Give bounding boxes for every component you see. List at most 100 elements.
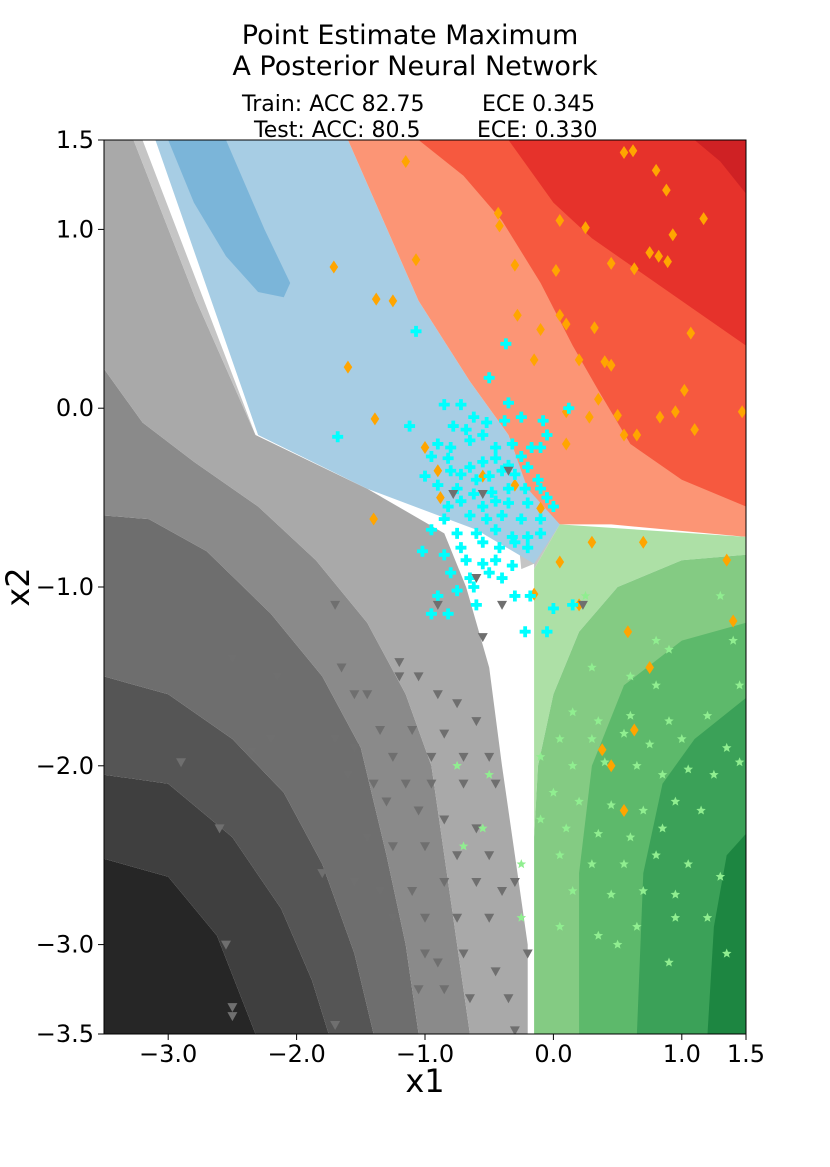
point-cyan [500, 338, 512, 350]
point-green [709, 769, 719, 779]
x-tick-label: 1.0 [663, 1040, 701, 1068]
region-green-level-5 [707, 833, 746, 1034]
point-green [702, 710, 713, 720]
point-orange [594, 392, 603, 406]
train-ece: ECE 0.345 [482, 92, 595, 117]
point-cyan [493, 542, 505, 554]
point-cyan [519, 483, 531, 495]
point-gray [368, 779, 379, 789]
point-cyan [451, 483, 463, 495]
point-green [715, 871, 726, 881]
point-green [535, 814, 546, 824]
point-orange [401, 154, 411, 168]
point-gray [471, 824, 482, 834]
point-green [638, 886, 648, 895]
point-orange [623, 625, 633, 639]
point-cyan [502, 497, 514, 509]
point-cyan [535, 527, 547, 539]
point-gray [413, 672, 424, 682]
point-cyan [455, 542, 467, 554]
point-cyan [404, 420, 416, 432]
point-gray [577, 600, 588, 610]
point-cyan [464, 434, 476, 446]
point-orange [388, 294, 398, 308]
region-blue-level-2 [168, 140, 291, 298]
point-gray [227, 654, 238, 664]
point-green [728, 635, 738, 645]
train-acc: Train: ACC 82.75 [241, 92, 425, 117]
point-gray [490, 967, 501, 977]
point-gray [176, 758, 187, 768]
point-orange [655, 410, 665, 424]
point-cyan [515, 450, 527, 462]
point-gray [265, 734, 276, 744]
point-gray [452, 699, 463, 709]
point-cyan [470, 474, 482, 486]
point-gray [426, 779, 437, 789]
point-cyan [451, 527, 463, 539]
point-gray [272, 672, 283, 682]
point-cyan [481, 417, 493, 429]
point-green [555, 921, 565, 931]
point-orange [613, 408, 622, 422]
point-gray [381, 797, 392, 807]
decision-regions [104, 140, 746, 1034]
region-gray-level-2 [104, 140, 528, 1034]
point-gray [349, 878, 360, 888]
point-orange [629, 723, 639, 737]
point-cyan [410, 325, 422, 337]
point-cyan [502, 483, 514, 495]
point-gray [439, 985, 450, 995]
point-gray [420, 842, 430, 852]
point-cyan [455, 468, 467, 480]
point-gray [342, 770, 353, 780]
y-tick-label: −2.0 [36, 752, 94, 780]
point-cyan [477, 501, 489, 513]
point-orange [369, 512, 378, 526]
point-orange [561, 405, 571, 419]
point-gray [394, 658, 405, 668]
point-gray [375, 726, 386, 736]
point-gray [522, 949, 533, 959]
point-gray [407, 726, 418, 736]
point-gray [426, 752, 437, 762]
point-gray [413, 806, 424, 816]
y-tick-label: −1.0 [36, 573, 94, 601]
point-orange [638, 535, 648, 549]
point-cyan [490, 554, 502, 566]
point-green [734, 680, 745, 690]
point-green [478, 823, 488, 833]
point-green [606, 889, 616, 899]
point-cyan [522, 542, 534, 554]
point-green [587, 662, 597, 672]
point-orange [587, 535, 597, 549]
y-tick-label: −3.5 [36, 1020, 94, 1048]
point-cyan [455, 399, 467, 411]
point-cyan [547, 602, 559, 614]
point-orange [420, 441, 430, 455]
point-green [593, 716, 604, 726]
region-gray-level-6 [104, 774, 329, 1034]
point-gray [458, 779, 469, 789]
point-cyan [567, 599, 579, 611]
y-tick-label: 1.0 [56, 215, 94, 243]
point-orange [585, 410, 594, 424]
point-gray [387, 913, 398, 923]
point-cyan [460, 424, 472, 436]
point-cyan [522, 497, 534, 509]
point-gray [484, 752, 495, 762]
point-green [548, 787, 559, 797]
y-tick-label: 1.5 [56, 126, 94, 154]
point-cyan [468, 581, 480, 593]
x-tick-label: −1.0 [396, 1040, 454, 1068]
x-axis-ticks: −3.0 −2.0 −1.0 0.0 1.0 1.5 [139, 1034, 765, 1068]
point-orange [433, 464, 443, 478]
point-orange [510, 478, 520, 492]
point-orange [680, 383, 689, 397]
point-orange [495, 219, 504, 233]
x-tick-label: 0.0 [534, 1040, 572, 1068]
point-green [632, 760, 642, 770]
point-green [722, 742, 732, 752]
point-gray [439, 729, 450, 739]
